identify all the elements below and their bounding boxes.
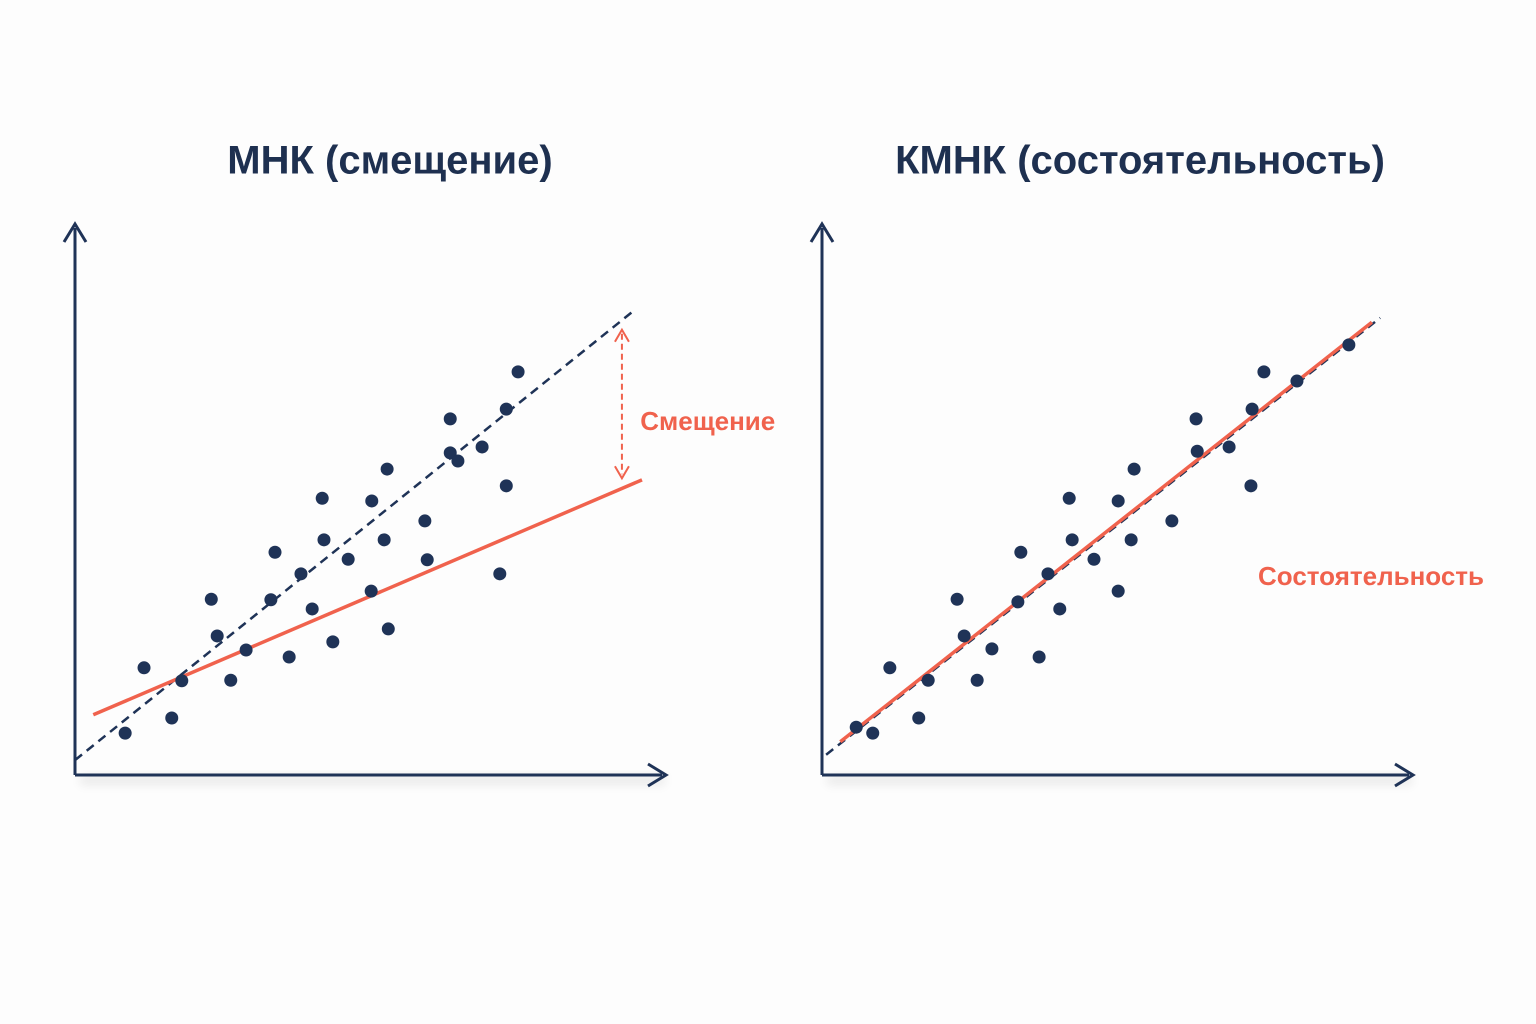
data-point <box>165 711 179 725</box>
data-point <box>1011 595 1025 609</box>
data-point <box>499 479 513 493</box>
data-point <box>264 593 278 607</box>
data-point <box>443 446 457 460</box>
data-point <box>239 643 253 657</box>
data-point <box>1014 545 1028 559</box>
arrow-head <box>614 465 630 481</box>
data-point <box>1190 444 1204 458</box>
data-point <box>921 673 935 687</box>
data-point <box>985 642 999 656</box>
data-point <box>1124 533 1138 547</box>
data-point <box>475 440 489 454</box>
left-axes <box>62 221 669 788</box>
annotation: Смещение <box>640 406 775 436</box>
data-point <box>364 584 378 598</box>
data-point <box>957 629 971 643</box>
data-point <box>210 629 224 643</box>
data-point <box>1065 533 1079 547</box>
arrow-head <box>614 327 630 343</box>
data-point <box>118 726 132 740</box>
data-point <box>305 602 319 616</box>
data-point <box>1111 584 1125 598</box>
data-point <box>1290 374 1304 388</box>
data-point <box>1111 494 1125 508</box>
data-point <box>377 533 391 547</box>
data-point <box>1053 602 1067 616</box>
data-point <box>1244 479 1258 493</box>
data-point <box>365 494 379 508</box>
data-point <box>1087 552 1101 566</box>
data-point <box>451 454 465 468</box>
data-point <box>420 553 434 567</box>
data-point <box>175 674 189 688</box>
chart-title: КМНК (состоятельность) <box>895 139 1385 183</box>
data-point <box>912 711 926 725</box>
data-point <box>1165 514 1179 528</box>
right-axes <box>809 221 1416 788</box>
data-point <box>443 412 457 426</box>
data-point <box>204 592 218 606</box>
data-point <box>380 462 394 476</box>
data-point <box>1062 491 1076 505</box>
chart-title: МНК (смещение) <box>227 139 552 183</box>
data-point <box>950 592 964 606</box>
data-point <box>224 673 238 687</box>
data-point <box>282 650 296 664</box>
fit-line <box>839 320 1373 744</box>
data-point <box>1222 440 1236 454</box>
data-point <box>1342 338 1356 352</box>
data-point <box>418 514 432 528</box>
data-point <box>294 567 308 581</box>
data-point <box>1041 567 1055 581</box>
data-point <box>866 726 880 740</box>
data-point <box>1189 412 1203 426</box>
data-point <box>137 661 151 675</box>
data-point <box>317 533 331 547</box>
data-point <box>493 567 507 581</box>
annotation: Состоятельность <box>1258 561 1484 591</box>
data-point <box>1245 402 1259 416</box>
data-point <box>315 491 329 505</box>
data-point <box>1257 365 1271 379</box>
data-point <box>499 402 513 416</box>
data-point <box>381 622 395 636</box>
data-point <box>849 720 863 734</box>
data-point <box>970 673 984 687</box>
data-point <box>326 635 340 649</box>
data-point <box>1032 650 1046 664</box>
data-point <box>511 365 525 379</box>
data-point <box>341 552 355 566</box>
data-point <box>1127 462 1141 476</box>
data-point <box>268 545 282 559</box>
data-point <box>883 661 897 675</box>
